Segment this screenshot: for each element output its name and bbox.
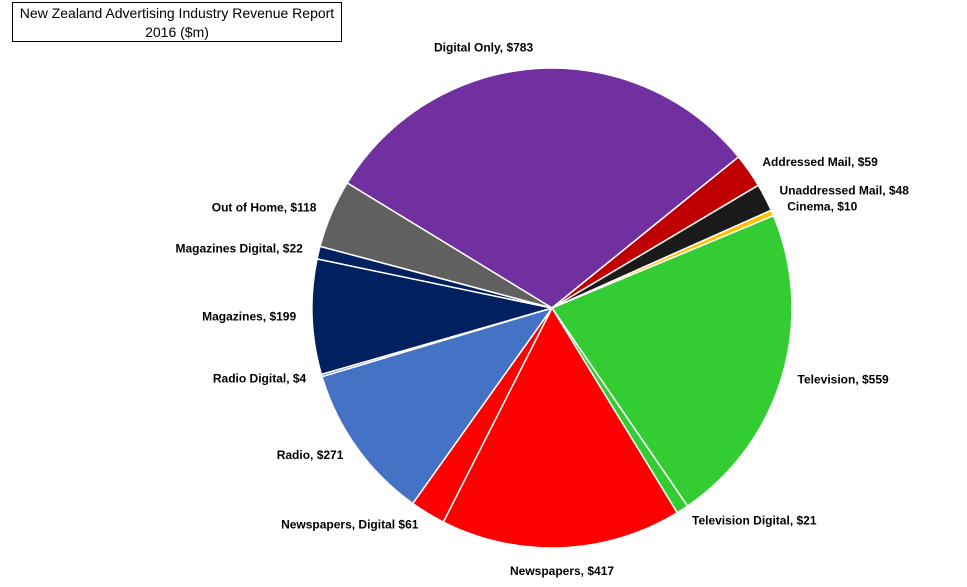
- slice-label: Newspapers, Digital $61: [281, 517, 419, 531]
- slice-label: Newspapers, $417: [510, 564, 614, 578]
- pie-slice: [319, 181, 553, 309]
- slice-label: Addressed Mail, $59: [762, 155, 878, 169]
- slice-label: Radio, $271: [277, 448, 344, 462]
- slice-label: Magazines Digital, $22: [175, 242, 303, 256]
- pie-slice: [321, 306, 554, 505]
- pie-slice: [550, 214, 793, 508]
- pie-slice: [442, 306, 679, 549]
- slice-label: Television, $559: [798, 372, 889, 386]
- slice-label: Magazines, $199: [202, 310, 296, 324]
- slice-label: Out of Home, $118: [212, 200, 317, 214]
- slice-label: Television Digital, $21: [692, 513, 817, 527]
- slice-label: Digital Only, $783: [434, 41, 533, 55]
- pie-slice: [346, 67, 740, 309]
- slice-label: Cinema, $10: [787, 200, 857, 214]
- pie-slice: [311, 258, 553, 376]
- slice-label: Unaddressed Mail, $48: [780, 183, 910, 197]
- slice-label: Radio Digital, $4: [213, 372, 307, 386]
- chart-title: New Zealand Advertising Industry Revenue…: [12, 2, 342, 42]
